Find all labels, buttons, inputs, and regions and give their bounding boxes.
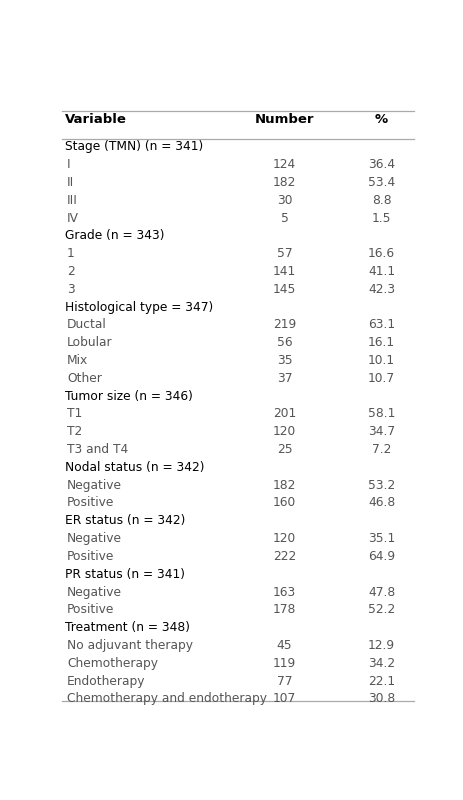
- Text: 36.4: 36.4: [367, 158, 394, 171]
- Text: 201: 201: [272, 407, 295, 421]
- Text: 25: 25: [276, 443, 292, 456]
- Text: 219: 219: [272, 318, 295, 331]
- Text: Ductal: Ductal: [67, 318, 106, 331]
- Text: 1.5: 1.5: [371, 211, 391, 225]
- Text: Positive: Positive: [67, 497, 114, 510]
- Text: 34.2: 34.2: [367, 657, 394, 670]
- Text: Other: Other: [67, 372, 102, 385]
- Text: 141: 141: [272, 265, 295, 278]
- Text: 120: 120: [272, 532, 295, 545]
- Text: 163: 163: [272, 586, 295, 598]
- Text: 53.2: 53.2: [367, 478, 394, 492]
- Text: 52.2: 52.2: [367, 603, 394, 616]
- Text: 42.3: 42.3: [367, 283, 394, 296]
- Text: Positive: Positive: [67, 603, 114, 616]
- Text: 7.2: 7.2: [371, 443, 390, 456]
- Text: III: III: [67, 194, 78, 206]
- Text: Histological type = 347): Histological type = 347): [65, 301, 213, 314]
- Text: 5: 5: [280, 211, 288, 225]
- Text: 64.9: 64.9: [367, 550, 394, 563]
- Text: 120: 120: [272, 426, 295, 438]
- Text: 145: 145: [272, 283, 295, 296]
- Text: 8.8: 8.8: [371, 194, 391, 206]
- Text: Negative: Negative: [67, 478, 122, 492]
- Text: Mix: Mix: [67, 354, 88, 367]
- Text: 58.1: 58.1: [367, 407, 394, 421]
- Text: 35.1: 35.1: [367, 532, 394, 545]
- Text: 53.4: 53.4: [367, 176, 394, 189]
- Text: Treatment (n = 348): Treatment (n = 348): [65, 621, 190, 634]
- Text: 124: 124: [272, 158, 295, 171]
- Text: 56: 56: [276, 336, 292, 350]
- Text: 119: 119: [272, 657, 295, 670]
- Text: 2: 2: [67, 265, 75, 278]
- Text: 3: 3: [67, 283, 75, 296]
- Text: 182: 182: [272, 176, 295, 189]
- Text: 34.7: 34.7: [367, 426, 394, 438]
- Text: Variable: Variable: [65, 114, 127, 126]
- Text: 30.8: 30.8: [367, 692, 394, 706]
- Text: Negative: Negative: [67, 532, 122, 545]
- Text: Endotherapy: Endotherapy: [67, 674, 145, 687]
- Text: 63.1: 63.1: [367, 318, 394, 331]
- Text: T1: T1: [67, 407, 82, 421]
- Text: Number: Number: [254, 114, 313, 126]
- Text: PR status (n = 341): PR status (n = 341): [65, 568, 185, 581]
- Text: No adjuvant therapy: No adjuvant therapy: [67, 639, 193, 652]
- Text: 107: 107: [272, 692, 295, 706]
- Text: Negative: Negative: [67, 586, 122, 598]
- Text: 178: 178: [272, 603, 295, 616]
- Text: Lobular: Lobular: [67, 336, 113, 350]
- Text: 1: 1: [67, 247, 75, 260]
- Text: Tumor size (n = 346): Tumor size (n = 346): [65, 390, 193, 402]
- Text: 222: 222: [272, 550, 295, 563]
- Text: 10.7: 10.7: [367, 372, 394, 385]
- Text: Nodal status (n = 342): Nodal status (n = 342): [65, 461, 204, 474]
- Text: %: %: [374, 114, 388, 126]
- Text: 77: 77: [276, 674, 292, 687]
- Text: II: II: [67, 176, 74, 189]
- Text: 30: 30: [276, 194, 292, 206]
- Text: Chemotherapy and endotherapy: Chemotherapy and endotherapy: [67, 692, 266, 706]
- Text: Stage (TMN) (n = 341): Stage (TMN) (n = 341): [65, 140, 203, 154]
- Text: 57: 57: [276, 247, 292, 260]
- Text: 35: 35: [276, 354, 292, 367]
- Text: 160: 160: [272, 497, 295, 510]
- Text: T2: T2: [67, 426, 82, 438]
- Text: 16.6: 16.6: [367, 247, 394, 260]
- Text: 37: 37: [276, 372, 292, 385]
- Text: IV: IV: [67, 211, 79, 225]
- Text: Chemotherapy: Chemotherapy: [67, 657, 157, 670]
- Text: Grade (n = 343): Grade (n = 343): [65, 230, 164, 242]
- Text: 16.1: 16.1: [367, 336, 394, 350]
- Text: 47.8: 47.8: [367, 586, 394, 598]
- Text: 182: 182: [272, 478, 295, 492]
- Text: Positive: Positive: [67, 550, 114, 563]
- Text: 46.8: 46.8: [367, 497, 394, 510]
- Text: 12.9: 12.9: [367, 639, 394, 652]
- Text: 41.1: 41.1: [367, 265, 394, 278]
- Text: ER status (n = 342): ER status (n = 342): [65, 514, 185, 527]
- Text: T3 and T4: T3 and T4: [67, 443, 128, 456]
- Text: 22.1: 22.1: [367, 674, 394, 687]
- Text: I: I: [67, 158, 70, 171]
- Text: 10.1: 10.1: [367, 354, 394, 367]
- Text: 45: 45: [276, 639, 292, 652]
